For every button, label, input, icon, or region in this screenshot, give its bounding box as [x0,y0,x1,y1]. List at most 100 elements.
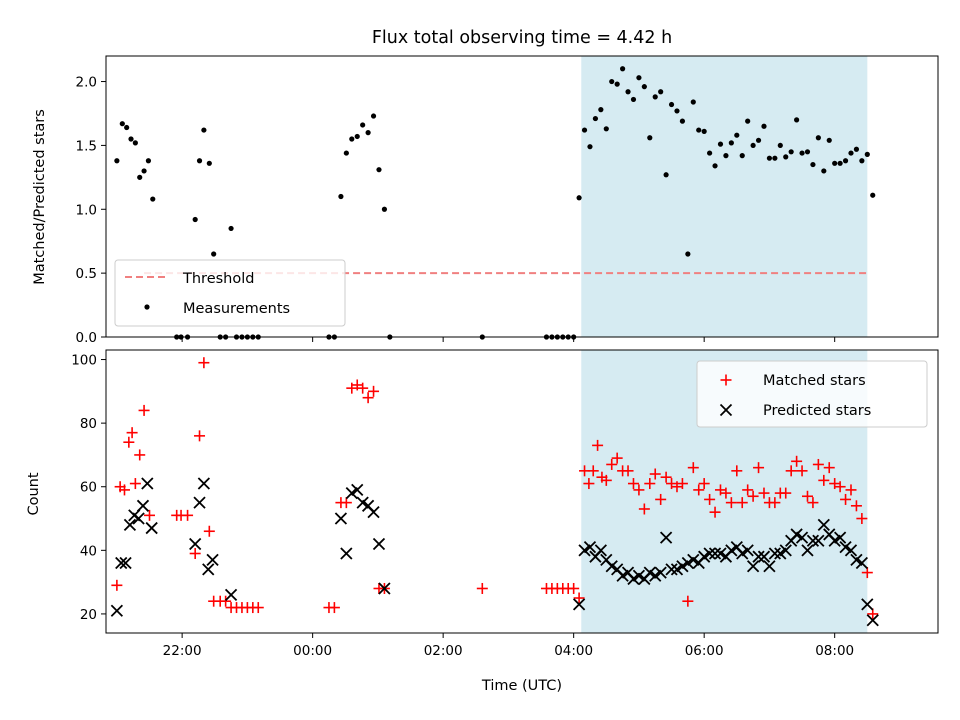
y-tick-label: 1.5 [76,138,97,154]
predicted-star-point [687,553,700,567]
measurement-point [734,132,740,138]
predicted-star-point [659,531,673,544]
cross-stroke [665,563,678,576]
predicted-star-point [643,566,656,579]
cross-stroke [189,537,202,551]
cross-stroke [367,506,380,519]
measurement-point [145,158,152,164]
matched-star-point [129,478,141,490]
predicted-star-point [345,486,358,500]
measurement-point [739,153,745,159]
measurement-point [679,118,686,124]
measurement-point [609,78,615,85]
ratio-legend: Threshold Measurements [114,259,346,327]
y-tick-label: 0.5 [76,266,97,282]
predicted-star-point [768,547,781,560]
matched-star-point [840,493,852,505]
ratio-panel-frame [105,55,939,338]
legend-measurement-swatch [144,304,150,310]
predicted-star-point [752,550,765,563]
cross-stroke [795,531,809,544]
measurement-point [794,117,800,123]
measurement-point [630,96,637,103]
measurement-point [620,66,626,72]
predicted-star-point [833,531,847,544]
predicted-star-point [132,512,145,525]
cross-stroke [844,544,858,557]
predicted-star-point [844,544,858,557]
cross-stroke [687,553,700,567]
measurement-point [370,113,377,119]
matched-star-point [600,474,612,486]
matched-stars-points [111,357,879,620]
measurement-point [128,136,134,142]
matched-star-point [698,478,710,490]
cross-stroke [833,531,847,544]
predicted-star-point [616,569,629,582]
predicted-star-point [206,553,219,567]
predicted-star-point [779,544,792,557]
cross-stroke [132,512,145,525]
ratio-panel: 0.00.51.01.52.0 Matched/Predicted stars … [32,55,939,346]
matched-star-point [134,449,146,461]
matched-star-point [856,513,868,525]
legend-measurement-label: Measurements [183,301,290,317]
measurement-point [647,135,653,141]
y-tick-label: 80 [80,416,97,432]
measurement-point [201,127,207,133]
legend-predicted-label: Predicted stars [763,403,871,419]
measurement-point [674,108,680,114]
cross-stroke [605,560,618,573]
measurement-point [663,172,669,178]
matched-star-point [704,493,716,505]
cross-stroke [752,550,765,563]
predicted-star-point [725,544,738,557]
predicted-star-point [812,534,825,547]
measurement-point [132,140,138,146]
measurement-point [119,121,125,127]
cross-stroke [763,560,776,573]
matched-star-point [687,462,699,474]
cross-stroke [790,528,803,541]
measurement-point [707,150,713,156]
cross-stroke [714,547,727,560]
matched-star-point [198,357,210,369]
matched-star-point [725,497,737,509]
legend-matched-label: Matched stars [763,373,866,389]
measurement-point [360,122,366,128]
predicted-stars-points [110,477,879,627]
predicted-star-point [817,518,830,532]
cross-stroke [719,403,733,417]
cross-stroke [757,550,771,563]
cross-stroke [741,544,754,557]
cross-stroke [611,563,624,576]
x-tick-label: 00:00 [293,643,332,659]
matched-star-point [362,392,374,404]
count-panel-frame [105,349,939,634]
measurement-point [870,192,876,198]
measurement-point [848,150,854,156]
measurement-point [124,124,130,131]
y-tick-label: 0.0 [76,330,97,346]
ratio-y-ticks: 0.0 0.5 1.0 1.5 2.0 [76,75,106,346]
cross-stroke [681,556,694,570]
matched-star-point [111,579,123,591]
cross-stroke [572,598,586,611]
measurement-point [853,146,860,152]
matched-star-point [328,602,340,614]
cross-stroke [372,537,386,551]
cross-stroke [141,477,154,490]
predicted-star-point [850,553,863,567]
legend-predicted-swatch [719,403,733,417]
cross-stroke [119,556,132,570]
predicted-star-point [572,598,586,611]
predicted-star-point [145,521,158,535]
cross-stroke [578,544,591,557]
predicted-star-point [839,541,852,554]
x-tick-label: 04:00 [554,643,593,659]
cross-stroke [670,563,684,576]
count-legend: Matched stars Predicted stars [696,360,928,428]
cross-stroke [676,560,689,573]
cross-stroke [703,547,716,560]
